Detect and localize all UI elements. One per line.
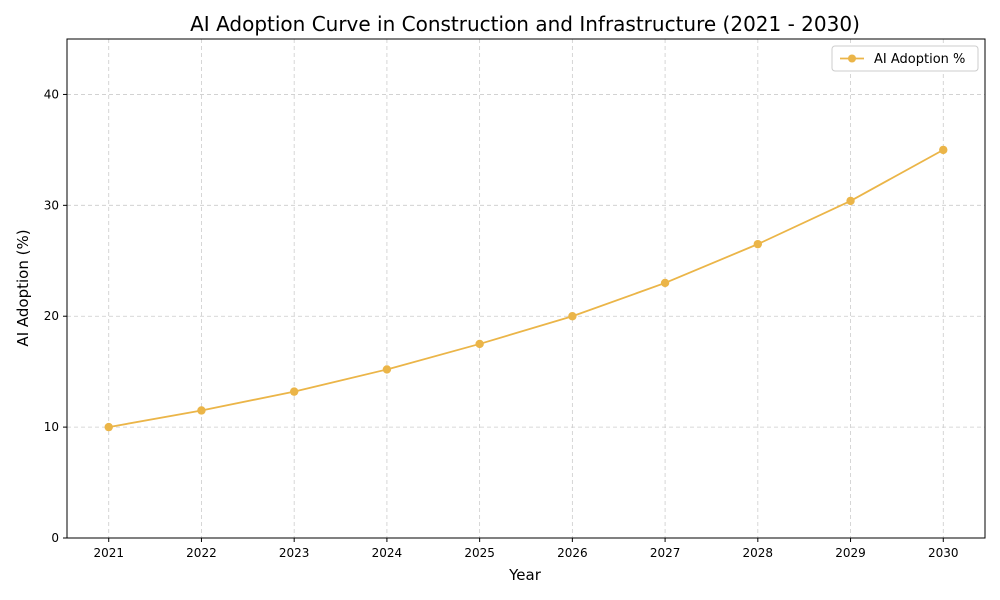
y-tick-label: 20: [44, 309, 59, 323]
series-layer: [104, 145, 948, 432]
x-tick-label: 2027: [650, 546, 681, 560]
data-point: [939, 145, 948, 155]
x-tick-label: 2024: [372, 546, 403, 560]
y-axis-ticks: 0 10 20 30 40: [44, 87, 67, 545]
x-tick-label: 2029: [835, 546, 866, 560]
x-tick-label: 2025: [464, 546, 495, 560]
x-tick-label: 2030: [928, 546, 959, 560]
legend-series-marker: [848, 54, 856, 63]
x-axis-ticks: 2021 2022 2023 2024 2025 2026 2027 2028 2029 2030: [93, 538, 959, 560]
y-tick-label: 30: [44, 198, 59, 212]
x-tick-label: 2022: [186, 546, 217, 560]
data-point: [846, 196, 855, 206]
legend-box: [831, 45, 979, 72]
y-tick-label: 10: [44, 420, 59, 434]
y-axis-title: AI Adoption (%): [14, 229, 32, 346]
data-point: [289, 387, 299, 396]
legend: AI Adoption %: [831, 45, 979, 72]
x-tick-label: 2026: [557, 546, 588, 560]
data-point: [753, 239, 763, 249]
y-tick-label: 0: [51, 531, 59, 545]
grid: [67, 39, 985, 538]
data-point: [568, 312, 577, 321]
data-point: [197, 406, 206, 415]
data-point: [660, 278, 670, 288]
x-tick-label: 2021: [93, 546, 124, 560]
x-tick-label: 2028: [743, 546, 774, 560]
x-axis-title: Year: [508, 566, 542, 584]
data-point: [382, 365, 392, 374]
legend-entry-label: AI Adoption %: [874, 52, 965, 67]
data-point: [475, 339, 484, 349]
plot-area-frame: [66, 38, 986, 539]
x-tick-label: 2023: [279, 546, 310, 560]
chart-title: AI Adoption Curve in Construction and In…: [190, 12, 860, 36]
data-point: [104, 422, 113, 432]
y-tick-label: 40: [44, 87, 59, 101]
series-line: [108, 149, 944, 428]
